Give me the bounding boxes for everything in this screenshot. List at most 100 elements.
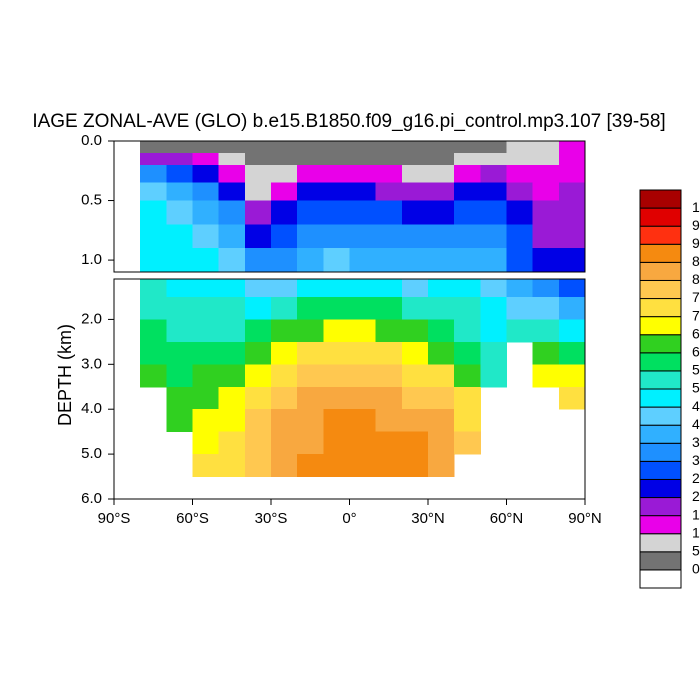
contour-cell [271, 182, 298, 202]
contour-cell [454, 200, 481, 225]
contour-cell [558, 279, 586, 298]
contour-cell [323, 141, 350, 154]
contour-cell [375, 296, 403, 320]
contour-cell [454, 152, 481, 166]
contour-cell [140, 364, 167, 388]
contour-cell [140, 141, 167, 154]
contour-cell [297, 341, 324, 365]
contour-cell [558, 341, 586, 365]
contour-cell [401, 296, 429, 320]
contour-cell [506, 279, 534, 298]
contour-cell [349, 386, 377, 410]
colorbar-box [639, 334, 682, 354]
x-tick-label: 30°N [411, 510, 445, 527]
contour-cell [375, 164, 403, 184]
contour-cell [375, 224, 403, 249]
contour-cell [532, 319, 560, 343]
contour-cell [192, 386, 220, 410]
y-tick-label: 5.0 [81, 445, 102, 462]
contour-cell [297, 319, 324, 343]
colorbar-box [639, 189, 682, 209]
contour-cell [375, 182, 403, 202]
contour-cell [140, 152, 167, 166]
contour-cell [166, 224, 193, 249]
contour-cell [271, 248, 298, 273]
colorbar-label: 400 [692, 416, 700, 432]
contour-cell [244, 364, 272, 388]
contour-cell [218, 386, 246, 410]
contour-cell [401, 386, 429, 410]
contour-cell [192, 296, 220, 320]
contour-cell [349, 152, 377, 166]
contour-cell [480, 364, 507, 388]
contour-cell [454, 164, 481, 184]
contour-cell [218, 200, 246, 225]
colorbar-box [639, 388, 682, 408]
contour-cell [375, 279, 403, 298]
contour-cell [506, 319, 534, 343]
contour-cell [428, 296, 455, 320]
contour-cell [375, 409, 403, 433]
contour-cell [244, 409, 272, 433]
contour-cell [140, 164, 167, 184]
contour-cell [506, 141, 534, 154]
contour-cell [454, 296, 481, 320]
contour-cell [271, 431, 298, 455]
contour-cell [454, 431, 481, 455]
contour-cell [401, 224, 429, 249]
y-axis-label: DEPTH (km) [55, 324, 75, 426]
contour-cell [244, 341, 272, 365]
contour-cell [532, 200, 560, 225]
contour-cell [375, 386, 403, 410]
contour-cell [454, 319, 481, 343]
contour-cell [428, 409, 455, 433]
contour-cell [192, 364, 220, 388]
contour-cell [323, 152, 350, 166]
contour-cell [401, 200, 429, 225]
colorbar-label: 500 [692, 380, 700, 396]
contour-cell [323, 409, 350, 433]
colorbar-box [639, 551, 682, 571]
contour-cell [297, 224, 324, 249]
contour-cell [375, 152, 403, 166]
colorbar-box [639, 279, 682, 300]
contour-cell [480, 319, 507, 343]
y-tick-label: 3.0 [81, 355, 102, 372]
contour-cell [323, 364, 350, 388]
contour-cell [297, 296, 324, 320]
y-tick-label: 4.0 [81, 400, 102, 417]
contour-cell [323, 319, 350, 343]
contour-cell [140, 319, 167, 343]
contour-cell [506, 224, 534, 249]
contour-cell [192, 164, 220, 184]
colorbar-label: 250 [692, 470, 700, 486]
contour-cell [558, 182, 586, 202]
contour-cell [532, 341, 560, 365]
contour-cell [428, 386, 455, 410]
contour-cell [192, 152, 220, 166]
contour-cell [480, 341, 507, 365]
contour-cell [218, 341, 246, 365]
contour-cell [244, 431, 272, 455]
x-tick-label: 60°S [176, 510, 209, 527]
contour-cell [244, 152, 272, 166]
contour-cell [297, 164, 324, 184]
contour-cell [271, 279, 298, 298]
contour-cell [480, 200, 507, 225]
plot-frame [113, 140, 586, 273]
contour-cell [323, 200, 350, 225]
contour-cell [271, 152, 298, 166]
colorbar-box [639, 261, 682, 281]
contour-cell [297, 152, 324, 166]
contour-cell [140, 182, 167, 202]
contour-cell [297, 364, 324, 388]
contour-cell [244, 319, 272, 343]
contour-cell [140, 296, 167, 320]
contour-cell [401, 141, 429, 154]
colorbar-box [639, 243, 682, 263]
contour-cell [218, 164, 246, 184]
colorbar-box [639, 460, 682, 480]
colorbar-label: 50 [692, 543, 700, 559]
contour-cell [349, 364, 377, 388]
contour-cell [454, 141, 481, 154]
